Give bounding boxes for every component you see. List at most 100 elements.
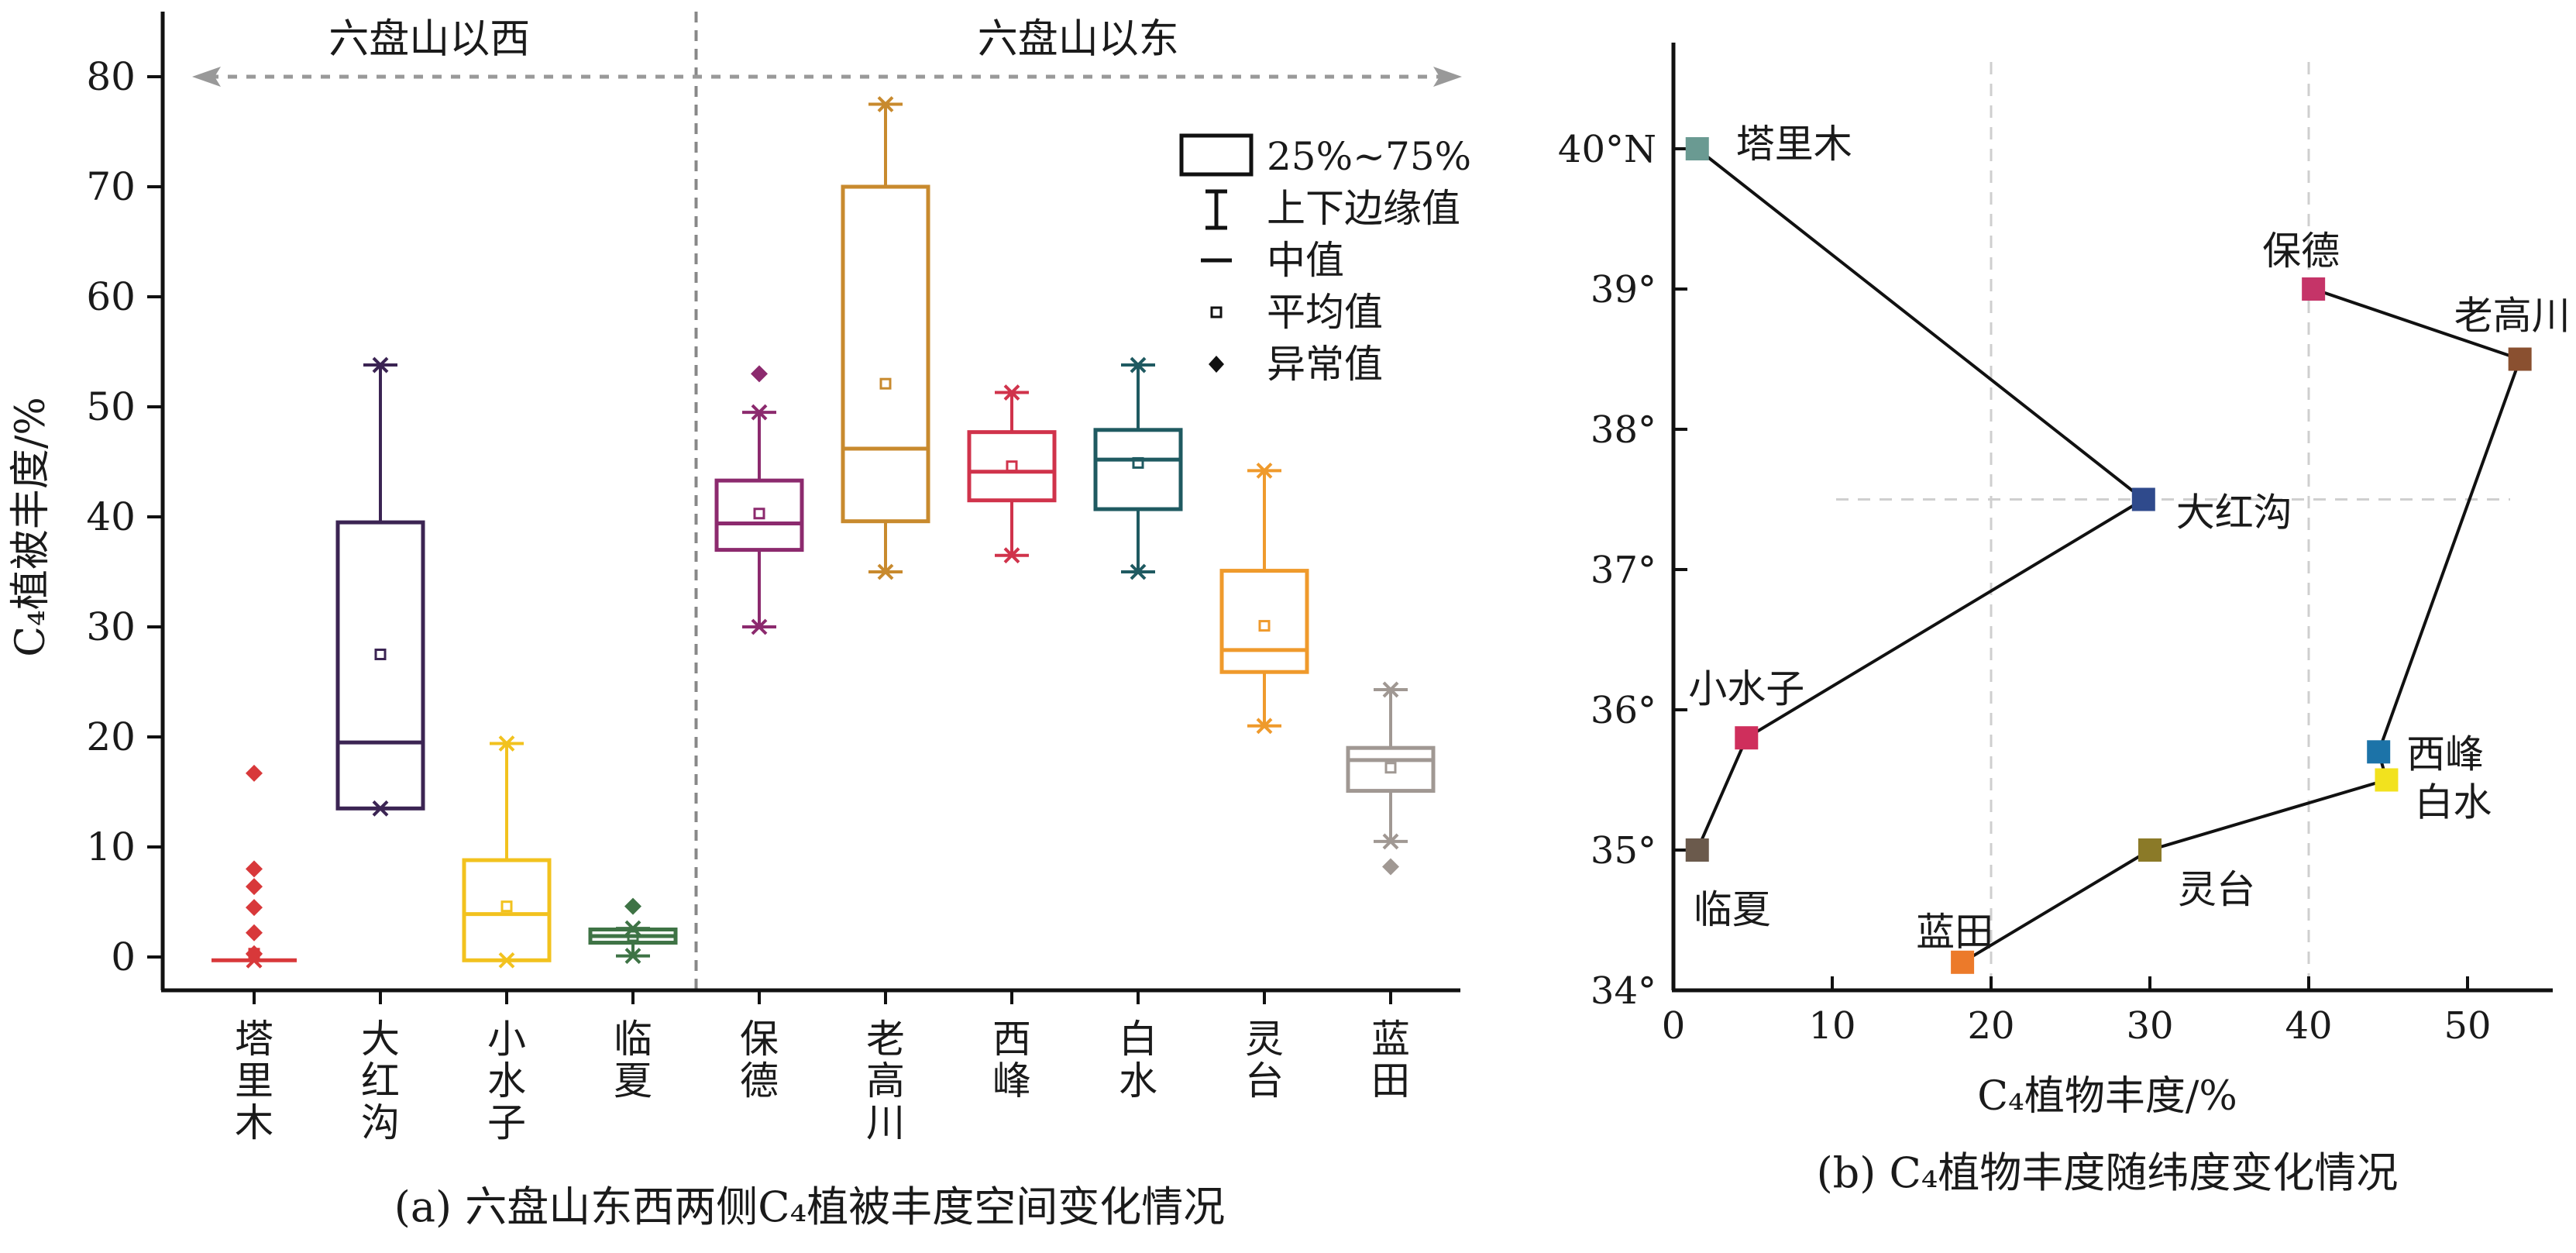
y-axis-title-a: C₄植被丰度/% <box>8 397 54 657</box>
whisker-end-marker <box>1130 356 1147 373</box>
x-tick-char: 临 <box>614 1017 652 1062</box>
whisker-end-marker <box>1382 833 1399 850</box>
y-tick-label-b: 38° <box>1591 408 1656 452</box>
point-label: 老高川 <box>2454 294 2571 339</box>
box-mean <box>627 930 639 942</box>
x-tick-char: 里 <box>235 1059 273 1103</box>
point-label: 白水 <box>2414 780 2492 825</box>
x-tick-char: 田 <box>1371 1059 1410 1103</box>
data-point <box>1685 137 1709 160</box>
outlier-marker <box>751 365 768 383</box>
whisker-end-marker <box>372 800 389 817</box>
whisker-end-marker <box>751 404 768 421</box>
x-axis-ticks-b: 0 10 20 30 40 50 <box>1662 976 2492 1048</box>
data-point <box>1735 726 1759 750</box>
x-tick-label-b: 40 <box>2285 1004 2332 1048</box>
data-point <box>1951 950 1975 974</box>
whisker-end-marker <box>498 952 515 969</box>
y-tick-label-b: 39° <box>1591 268 1656 312</box>
outlier-marker <box>246 899 263 917</box>
x-tick-char: 西 <box>992 1017 1031 1062</box>
box-3 <box>588 897 678 964</box>
legend-label: 上下边缘值 <box>1267 186 1460 231</box>
box-mean <box>879 377 892 390</box>
box-mean <box>500 900 513 913</box>
whisker-end-marker <box>624 920 641 937</box>
panel-b-caption: (b) C₄植物丰度随纬度变化情况 <box>1817 1148 2399 1197</box>
x-tick-label-a: 塔里木 <box>235 1017 273 1145</box>
box-6 <box>967 384 1057 564</box>
y-tick-label-a: 20 <box>86 714 136 759</box>
box-mean <box>1006 460 1018 473</box>
x-tick-label-a: 保德 <box>740 1017 779 1103</box>
box-series <box>212 96 1436 969</box>
x-tick-label-b: 20 <box>1967 1004 2014 1048</box>
outlier-marker <box>1382 858 1399 876</box>
box-0 <box>212 764 297 969</box>
whisker-end-marker <box>1003 547 1020 564</box>
x-tick-char: 保 <box>740 1017 779 1062</box>
outlier-marker <box>246 924 263 941</box>
point-label: 保德 <box>2262 229 2340 274</box>
arrow-head-left <box>192 67 221 87</box>
connecting-lines <box>1695 147 2523 964</box>
connecting-line <box>1962 287 2523 964</box>
box-iqr <box>841 184 930 524</box>
box-mean <box>753 508 765 520</box>
whisker-end-marker <box>1003 384 1020 401</box>
data-point <box>2367 740 2391 764</box>
y-tick-label-a: 60 <box>86 274 136 319</box>
y-tick-label-b: 36° <box>1591 689 1656 732</box>
box-iqr <box>1346 745 1436 793</box>
box-iqr <box>335 520 425 811</box>
x-tick-label-a: 老高川 <box>866 1017 905 1145</box>
legend-label: 平均值 <box>1267 290 1383 335</box>
x-tick-char: 塔 <box>235 1017 273 1062</box>
outlier-marker <box>246 878 263 896</box>
data-point <box>2375 768 2399 792</box>
point-label: 西峰 <box>2406 731 2484 776</box>
connecting-line <box>1695 147 2147 851</box>
x-tick-char: 子 <box>487 1100 526 1145</box>
y-axis-ticks-b: 34° 35° 36° 37° 38° 39° 40°N <box>1558 128 1687 1013</box>
x-tick-char: 川 <box>866 1100 905 1145</box>
box-mean <box>1132 456 1144 469</box>
region-label-east: 六盘山以东 <box>978 16 1179 63</box>
data-point <box>2138 838 2162 862</box>
y-tick-label-b: 37° <box>1591 549 1656 592</box>
x-tick-char: 小 <box>487 1017 526 1062</box>
outlier-marker <box>624 897 641 915</box>
whisker-end-marker <box>498 735 515 752</box>
x-tick-label-a: 大红沟 <box>361 1017 400 1145</box>
outlier-marker <box>246 764 263 782</box>
point-label: 临夏 <box>1694 887 1771 932</box>
x-tick-char: 红 <box>361 1059 400 1103</box>
whisker-end-marker <box>372 356 389 373</box>
box-9 <box>1346 681 1436 876</box>
x-tick-char: 德 <box>740 1059 779 1103</box>
legend-mean-symbol <box>1210 306 1223 318</box>
x-tick-char: 老 <box>866 1017 905 1062</box>
x-tick-char: 白 <box>1119 1017 1157 1062</box>
box-1 <box>335 356 425 817</box>
axes-b <box>1671 43 2553 993</box>
legend-outlier-symbol <box>1209 356 1224 373</box>
box-5 <box>841 96 930 580</box>
panel-b-scatter: 34° 35° 36° 37° 38° 39° 40°N 0 10 20 30 40 50 塔里木大红… <box>1558 43 2571 1197</box>
region-label-west: 六盘山以西 <box>328 16 530 63</box>
legend-label: 25%~75% <box>1267 134 1471 179</box>
x-tick-char: 沟 <box>361 1100 400 1145</box>
outlier-marker <box>246 945 263 962</box>
x-tick-label-a: 白水 <box>1119 1017 1157 1103</box>
y-tick-label-a: 50 <box>86 384 136 429</box>
whisker-end-marker <box>1256 718 1273 735</box>
x-tick-label-b: 0 <box>1662 1004 1686 1048</box>
panel-a-caption: (a) 六盘山东西两侧C₄植被丰度空间变化情况 <box>394 1182 1225 1231</box>
x-tick-char: 木 <box>235 1100 273 1145</box>
x-tick-char: 大 <box>361 1017 400 1062</box>
y-tick-label-b: 35° <box>1591 829 1656 873</box>
